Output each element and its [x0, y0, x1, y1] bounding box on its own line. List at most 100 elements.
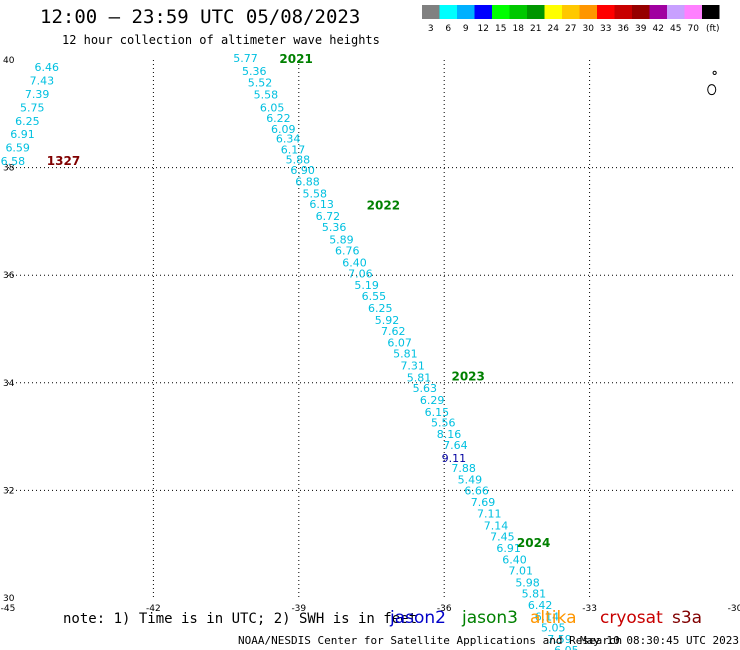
colorbar-swatch [527, 5, 545, 19]
wave-height-value: 6.91 [496, 542, 521, 555]
wave-height-value: 7.62 [381, 325, 406, 338]
pass-time-label: 2024 [517, 536, 550, 550]
colorbar-swatch [632, 5, 650, 19]
wave-height-value: 5.77 [233, 52, 258, 65]
wave-height-value: 8.16 [437, 428, 462, 441]
wave-height-value: 5.36 [242, 65, 267, 78]
wave-height-value: 6.40 [342, 256, 367, 269]
wave-height-value: 5.81 [407, 371, 432, 384]
colorbar-swatch [509, 5, 527, 19]
wave-height-value: 5.81 [522, 588, 547, 601]
wave-height-value: 5.88 [286, 154, 311, 167]
colorbar-swatch [544, 5, 562, 19]
lon-tick-label: -39 [291, 604, 306, 614]
colorbar-swatch [667, 5, 685, 19]
wave-height-value: 6.14 [535, 610, 560, 623]
wave-height-value: 5.36 [322, 221, 347, 234]
wave-height-value: 5.56 [431, 417, 456, 430]
wave-height-value: 7.69 [471, 496, 496, 509]
wave-height-value: 6.76 [335, 244, 360, 257]
legend-jason2: jason2 [390, 608, 446, 628]
wave-height-value: 6.46 [35, 61, 60, 74]
legend-altika: altika [530, 608, 577, 628]
wave-height-value: 6.59 [5, 142, 30, 155]
lat-tick-label: 36 [3, 271, 15, 281]
wave-height-value: 6.91 [10, 128, 35, 141]
colorbar-label: 42 [653, 24, 664, 34]
colorbar-label: 70 [688, 24, 700, 34]
pass-time-label: 2021 [279, 52, 312, 66]
wave-height-value: 5.75 [20, 101, 45, 114]
wave-height-value: 6.72 [316, 210, 341, 223]
wave-height-value: 5.52 [248, 77, 273, 90]
wave-height-value: 6.13 [309, 198, 334, 211]
colorbar-label: 45 [670, 24, 681, 34]
lat-tick-label: 38 [3, 164, 15, 174]
wave-height-value: 5.89 [329, 234, 354, 247]
wave-height-value: 6.15 [425, 406, 450, 419]
wave-height-value: 5.19 [354, 279, 379, 292]
wave-height-value: 6.42 [528, 599, 553, 612]
wave-height-value: 6.25 [15, 115, 40, 128]
wave-height-value: 6.09 [271, 123, 296, 136]
lat-tick-label: 34 [3, 379, 15, 389]
colorbar-label: 3 [428, 24, 434, 34]
wave-height-value: 6.05 [554, 644, 579, 650]
colorbar-swatch [422, 5, 440, 19]
pass-time-label: 2023 [451, 369, 484, 383]
colorbar-swatch [702, 5, 720, 19]
colorbar-label: 24 [548, 24, 560, 34]
wave-height-value: 7.45 [490, 531, 515, 544]
wave-height-value: 6.88 [295, 176, 320, 189]
wave-height-value: 7.59 [547, 633, 572, 646]
pass-time-label: 1327 [47, 154, 80, 168]
wave-height-value: 5.92 [375, 314, 400, 327]
wave-height-value: 7.06 [348, 268, 373, 281]
colorbar-label: 21 [530, 24, 541, 34]
wave-height-value: 7.01 [509, 565, 534, 578]
lat-tick-label: 30 [3, 594, 15, 604]
colorbar-label: 18 [513, 24, 525, 34]
pass-time-label: 2022 [367, 198, 400, 212]
colorbar-label: 30 [583, 24, 595, 34]
timestamp: May 10 08:30:45 UTC 2023 [580, 634, 739, 647]
colorbar-swatch [439, 5, 457, 19]
lat-tick-label: 40 [3, 56, 15, 66]
colorbar-label: 9 [463, 24, 469, 34]
wave-height-value: 6.55 [362, 290, 387, 303]
lon-tick-label: -30 [728, 604, 740, 614]
legend-cryosat: cryosat [600, 608, 663, 628]
colorbar-label: 15 [495, 24, 506, 34]
wave-height-value: 5.05 [541, 622, 566, 635]
wave-height-value: 7.31 [400, 360, 425, 373]
colorbar-swatch [492, 5, 510, 19]
colorbar-swatch [684, 5, 702, 19]
wave-height-value: 7.88 [451, 462, 476, 475]
wave-height-value: 6.34 [276, 133, 301, 146]
wave-height-colorbar: 3 6 9 12 15 18 21 24 27 30 33 36 39 42 45 70 (ft) [422, 5, 720, 34]
colorbar-label: 33 [600, 24, 611, 34]
colorbar-swatch [562, 5, 580, 19]
colorbar-swatch [474, 5, 492, 19]
wave-height-value: 6.25 [368, 302, 393, 315]
wave-height-value: 6.22 [266, 112, 291, 125]
colorbar-swatch [597, 5, 615, 19]
wave-height-value: 6.40 [502, 553, 527, 566]
wave-height-value: 7.14 [484, 519, 509, 532]
colorbar-label: 39 [635, 24, 647, 34]
wave-height-value: 6.05 [260, 101, 285, 114]
legend-jason3: jason3 [462, 608, 518, 628]
lon-tick-label: -42 [146, 604, 161, 614]
colorbar-swatch [457, 5, 475, 19]
wave-height-value: 5.98 [515, 576, 540, 589]
footnote: note: 1) Time is in UTC; 2) SWH is in fe… [63, 611, 418, 627]
lon-tick-label: -45 [1, 604, 16, 614]
lon-tick-label: -33 [582, 604, 597, 614]
wave-height-value: 6.58 [1, 155, 26, 168]
colorbar-label: 6 [445, 24, 451, 34]
wave-height-value: 6.29 [420, 394, 445, 407]
wave-height-value: 5.58 [254, 88, 279, 101]
lat-tick-label: 32 [3, 486, 14, 496]
map-subtitle: 12 hour collection of altimeter wave hei… [62, 33, 380, 47]
